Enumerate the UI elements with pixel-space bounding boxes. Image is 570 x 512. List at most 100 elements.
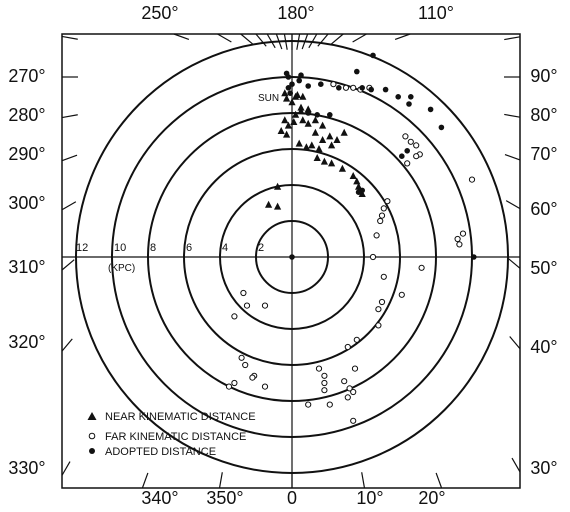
far-distance-point bbox=[377, 217, 384, 225]
near-distance-point bbox=[315, 145, 323, 152]
far-distance-point bbox=[375, 306, 382, 313]
near-distance-point bbox=[292, 110, 300, 118]
near-distance-point bbox=[340, 128, 348, 136]
far-distance-point bbox=[378, 298, 386, 306]
near-distance-point bbox=[320, 157, 328, 165]
far-distance-point bbox=[341, 378, 348, 385]
near-distance-point bbox=[274, 182, 282, 190]
near-distance-point bbox=[292, 92, 300, 100]
plot-frame bbox=[61, 33, 521, 489]
near-distance-point bbox=[290, 118, 298, 125]
far-distance-point bbox=[315, 365, 323, 372]
longitude-tick bbox=[61, 114, 78, 119]
far-distance-point bbox=[404, 160, 411, 167]
left-longitude-labels: 270° 280° 290° 300° 310° 320° 330° bbox=[8, 66, 45, 478]
far-distance-point bbox=[261, 302, 269, 309]
right-longitude-labels: 90° 80° 70° 60° 50° 40° 30° bbox=[530, 66, 557, 478]
far-distance-point bbox=[225, 383, 233, 390]
near-distance-point bbox=[283, 130, 291, 138]
near-distance-point bbox=[297, 107, 305, 115]
longitude-tick bbox=[61, 259, 75, 271]
longitude-tick bbox=[218, 472, 223, 489]
far-distance-point bbox=[342, 84, 350, 91]
adopted-distance-point bbox=[305, 83, 312, 89]
longitude-tick bbox=[173, 33, 190, 41]
adopted-distance-point bbox=[427, 106, 434, 113]
adopted-distance-point bbox=[438, 124, 445, 131]
near-distance-point bbox=[326, 132, 334, 140]
near-distance-point bbox=[288, 98, 296, 106]
adopted-distance-point bbox=[471, 254, 477, 260]
far-distance-point bbox=[375, 322, 382, 329]
far-distance-point bbox=[413, 142, 420, 149]
near-distance-point bbox=[299, 116, 307, 124]
adopted-distance-point bbox=[289, 81, 295, 87]
far-distance-point bbox=[305, 401, 312, 408]
sun-label: SUN bbox=[258, 93, 279, 104]
right-longitude-label: 80° bbox=[530, 105, 557, 125]
near-distance-point bbox=[358, 190, 366, 197]
longitude-tick bbox=[504, 36, 521, 41]
near-distance-point bbox=[353, 177, 361, 185]
far-distance-point bbox=[238, 354, 245, 361]
left-longitude-label: 280° bbox=[8, 105, 45, 125]
top-longitude-labels: 250° 180° 110° bbox=[141, 3, 454, 23]
legend-label: NEAR KINEMATIC DISTANCE bbox=[105, 411, 256, 423]
longitude-tick bbox=[308, 33, 318, 49]
adopted-distance-point bbox=[370, 52, 376, 59]
longitude-tick-marks bbox=[61, 33, 521, 489]
near-distance-point bbox=[299, 92, 307, 100]
top-longitude-label: 250° bbox=[141, 3, 178, 23]
longitude-tick bbox=[275, 33, 283, 50]
adopted-distance-point bbox=[289, 254, 295, 260]
near-distance-point bbox=[283, 94, 291, 102]
far-distance-point bbox=[344, 343, 351, 351]
right-longitude-label: 90° bbox=[530, 66, 557, 86]
adopted-distance-point bbox=[327, 112, 333, 118]
radius-tick-label: 6 bbox=[186, 242, 192, 254]
radius-tick-label: 2 bbox=[258, 242, 264, 254]
radius-tick-label: 10 bbox=[114, 242, 126, 254]
longitude-tick bbox=[255, 33, 267, 47]
far-distance-point bbox=[407, 138, 414, 145]
left-longitude-label: 310° bbox=[8, 257, 45, 277]
far-distance-point bbox=[456, 241, 463, 248]
longitude-tick bbox=[61, 35, 78, 40]
adopted-distance-point bbox=[285, 85, 292, 91]
adopted-distance-point bbox=[354, 68, 360, 75]
adopted-distance-point bbox=[285, 74, 292, 80]
far-distance-point bbox=[242, 361, 249, 369]
near-distance-point bbox=[274, 202, 282, 210]
data-points bbox=[225, 52, 477, 424]
longitude-tick bbox=[504, 153, 521, 161]
far-distance-point bbox=[380, 205, 387, 212]
near-distance-point bbox=[313, 154, 321, 161]
adopted-distance-point bbox=[408, 94, 414, 100]
legend-filled-circle-marker bbox=[89, 448, 95, 454]
longitude-tick bbox=[352, 33, 367, 43]
bottom-longitude-label: 340° bbox=[141, 488, 178, 508]
adopted-distance-point bbox=[314, 112, 321, 118]
far-distance-point bbox=[231, 379, 238, 387]
legend-triangle-marker bbox=[87, 412, 97, 420]
longitude-tick bbox=[505, 200, 521, 210]
adopted-distance-point bbox=[336, 85, 342, 91]
near-distance-point bbox=[319, 121, 327, 129]
far-distance-point bbox=[398, 291, 405, 298]
far-distance-point bbox=[321, 387, 328, 394]
far-distance-point bbox=[321, 379, 328, 387]
adopted-distance-point bbox=[355, 189, 362, 195]
near-distance-point bbox=[304, 105, 312, 113]
longitude-tick bbox=[301, 33, 309, 50]
bottom-longitude-label: 350° bbox=[206, 488, 243, 508]
far-distance-point bbox=[249, 374, 256, 381]
longitude-tick bbox=[217, 33, 232, 43]
frame-border bbox=[61, 33, 521, 489]
near-distance-point bbox=[349, 172, 357, 179]
adopted-distance-point bbox=[382, 86, 389, 93]
left-longitude-label: 320° bbox=[8, 332, 45, 352]
right-longitude-label: 60° bbox=[530, 199, 557, 219]
top-longitude-label: 110° bbox=[418, 3, 454, 23]
legend-label: FAR KINEMATIC DISTANCE bbox=[105, 431, 246, 443]
legend: NEAR KINEMATIC DISTANCE FAR KINEMATIC DI… bbox=[87, 411, 256, 458]
